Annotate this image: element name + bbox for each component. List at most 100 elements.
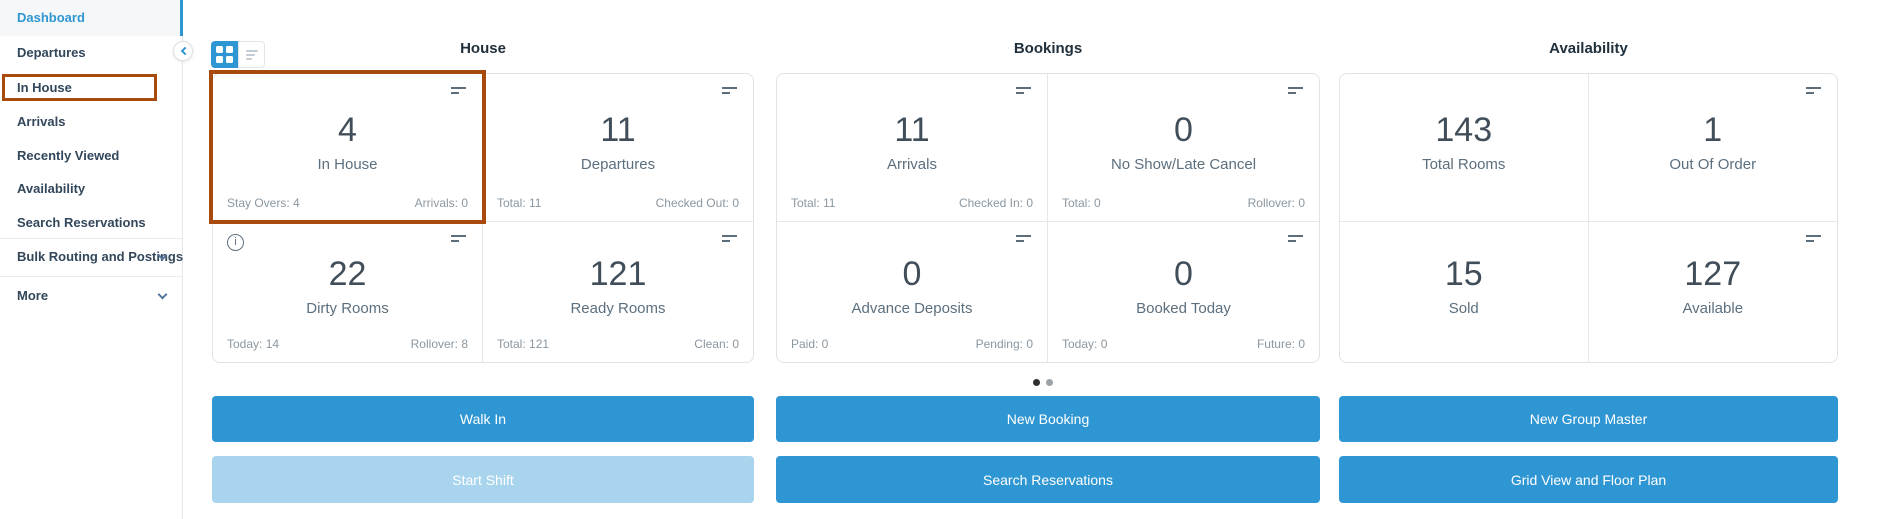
sidebar-item-departures[interactable]: Departures bbox=[17, 45, 86, 60]
stat-label: Total Rooms bbox=[1422, 155, 1506, 173]
stat-footer-right: Arrivals: 0 bbox=[414, 196, 468, 210]
stat-value: 15 bbox=[1444, 254, 1483, 293]
filter-lines-icon[interactable] bbox=[1288, 87, 1303, 95]
section-title-house: House bbox=[460, 40, 506, 57]
stat-cell-departures[interactable]: 11 Departures Total: 11 Checked Out: 0 bbox=[483, 74, 753, 222]
stat-label: Advance Deposits bbox=[851, 299, 973, 317]
stat-label: In House bbox=[317, 155, 378, 173]
stat-cell-advance-deposits[interactable]: 0 Advance Deposits Paid: 0 Pending: 0 bbox=[777, 222, 1048, 362]
bookings-panel: 11 Arrivals Total: 11 Checked In: 0 0 No… bbox=[776, 73, 1320, 363]
grid-view-and-floor-plan-button[interactable]: Grid View and Floor Plan bbox=[1339, 456, 1838, 503]
sidebar-item-search-reservations[interactable]: Search Reservations bbox=[17, 215, 146, 230]
carousel-dots bbox=[1033, 379, 1053, 386]
grid-view-toggle[interactable] bbox=[211, 41, 238, 68]
sidebar-item-arrivals[interactable]: Arrivals bbox=[17, 114, 66, 129]
sidebar-item-more[interactable]: More bbox=[0, 279, 182, 313]
stat-value: 127 bbox=[1684, 254, 1742, 293]
info-icon[interactable]: i bbox=[227, 234, 244, 251]
stat-footer-left: Total: 121 bbox=[497, 337, 550, 351]
stat-label: Sold bbox=[1448, 299, 1479, 317]
stat-label: Ready Rooms bbox=[570, 299, 666, 317]
filter-lines-icon[interactable] bbox=[1016, 235, 1031, 243]
stat-cell-booked-today[interactable]: 0 Booked Today Today: 0 Future: 0 bbox=[1048, 222, 1319, 362]
sidebar-item-bulk-routing-and-postings[interactable]: Bulk Routing and Postings bbox=[0, 240, 184, 274]
new-booking-button[interactable]: New Booking bbox=[776, 396, 1320, 442]
stat-cell-total-rooms[interactable]: 143 Total Rooms bbox=[1340, 74, 1589, 222]
stat-cell-out-of-order[interactable]: 1 Out Of Order bbox=[1588, 74, 1837, 222]
sidebar-item-in-house[interactable]: In House bbox=[17, 80, 72, 95]
stat-label: Booked Today bbox=[1136, 299, 1231, 317]
sidebar-divider bbox=[0, 276, 182, 277]
chevron-left-icon bbox=[180, 46, 189, 56]
section-title-availability: Availability bbox=[1549, 40, 1628, 57]
stat-value: 0 bbox=[1174, 254, 1193, 293]
stat-label: Arrivals bbox=[886, 155, 937, 173]
sidebar-collapse-button[interactable] bbox=[173, 41, 193, 61]
sidebar-item-label: More bbox=[17, 288, 49, 303]
sidebar-item-recently-viewed[interactable]: Recently Viewed bbox=[17, 148, 120, 163]
stat-cell-available[interactable]: 127 Available bbox=[1589, 222, 1838, 362]
stat-footer-left: Paid: 0 bbox=[791, 337, 829, 351]
filter-lines-icon[interactable] bbox=[451, 235, 466, 243]
sidebar-divider bbox=[0, 238, 182, 239]
carousel-dot-active[interactable] bbox=[1033, 379, 1040, 386]
stat-label: Available bbox=[1682, 299, 1744, 317]
carousel-dot[interactable] bbox=[1046, 379, 1053, 386]
stat-cell-dirty-rooms[interactable]: i 22 Dirty Rooms Today: 14 Rollover: 8 bbox=[213, 222, 483, 362]
sidebar: Dashboard Departures In House Arrivals R… bbox=[0, 0, 183, 519]
filter-lines-icon[interactable] bbox=[722, 87, 737, 95]
stat-footer-left: Today: 14 bbox=[227, 337, 280, 351]
list-view-toggle[interactable] bbox=[238, 41, 265, 68]
section-title-bookings: Bookings bbox=[1013, 40, 1083, 57]
sidebar-item-availability[interactable]: Availability bbox=[17, 181, 86, 196]
stat-cell-no-show-late-cancel[interactable]: 0 No Show/Late Cancel Total: 0 Rollover:… bbox=[1048, 74, 1319, 222]
stat-cell-arrivals[interactable]: 11 Arrivals Total: 11 Checked In: 0 bbox=[777, 74, 1048, 222]
stat-footer-right: Checked Out: 0 bbox=[655, 196, 739, 210]
grid-view-icon bbox=[216, 46, 233, 63]
stat-footer-right: Checked In: 0 bbox=[958, 196, 1033, 210]
stat-footer-left: Today: 0 bbox=[1062, 337, 1108, 351]
stat-footer-left: Total: 11 bbox=[497, 196, 542, 210]
stat-footer-right: Rollover: 8 bbox=[410, 337, 468, 351]
chevron-down-icon bbox=[157, 289, 168, 300]
sidebar-item-label: Bulk Routing and Postings bbox=[17, 249, 184, 264]
sidebar-item-dashboard[interactable]: Dashboard bbox=[0, 0, 182, 36]
new-group-master-button[interactable]: New Group Master bbox=[1339, 396, 1838, 442]
stat-footer-right: Pending: 0 bbox=[975, 337, 1033, 351]
stat-footer-right: Future: 0 bbox=[1256, 337, 1305, 351]
stat-value: 0 bbox=[1174, 110, 1193, 149]
stat-footer-right: Clean: 0 bbox=[694, 337, 739, 351]
stat-value: 0 bbox=[902, 254, 922, 293]
stat-value: 4 bbox=[338, 110, 357, 149]
stat-value: 22 bbox=[328, 254, 367, 293]
house-panel: 4 In House Stay Overs: 4 Arrivals: 0 11 … bbox=[209, 70, 754, 363]
walk-in-button[interactable]: Walk In bbox=[212, 396, 754, 442]
list-view-icon bbox=[246, 50, 258, 52]
stat-label: Out Of Order bbox=[1669, 155, 1757, 173]
stat-label: Dirty Rooms bbox=[306, 299, 389, 317]
filter-lines-icon[interactable] bbox=[1288, 235, 1303, 243]
filter-lines-icon[interactable] bbox=[1806, 87, 1821, 95]
stat-cell-sold[interactable]: 15 Sold bbox=[1340, 222, 1589, 362]
filter-lines-icon[interactable] bbox=[722, 235, 737, 243]
stat-footer-right: Rollover: 0 bbox=[1247, 196, 1305, 210]
stat-cell-in-house[interactable]: 4 In House Stay Overs: 4 Arrivals: 0 bbox=[209, 70, 486, 224]
search-reservations-button[interactable]: Search Reservations bbox=[776, 456, 1320, 503]
start-shift-button[interactable]: Start Shift bbox=[212, 456, 754, 503]
stat-value: 11 bbox=[894, 110, 930, 149]
stat-value: 11 bbox=[600, 110, 636, 149]
stat-label: No Show/Late Cancel bbox=[1110, 155, 1257, 173]
stat-footer-left: Total: 11 bbox=[791, 196, 836, 210]
stat-footer-left: Stay Overs: 4 bbox=[227, 196, 300, 210]
stat-label: Departures bbox=[580, 155, 656, 173]
filter-lines-icon[interactable] bbox=[1016, 87, 1031, 95]
stat-cell-ready-rooms[interactable]: 121 Ready Rooms Total: 121 Clean: 0 bbox=[483, 222, 753, 362]
stat-value: 1 bbox=[1703, 110, 1723, 149]
filter-lines-icon[interactable] bbox=[451, 87, 466, 95]
stat-value: 121 bbox=[589, 254, 647, 293]
availability-panel: 143 Total Rooms 1 Out Of Order 15 Sold 1… bbox=[1339, 73, 1838, 363]
stat-value: 143 bbox=[1435, 110, 1493, 149]
active-item-indicator bbox=[180, 0, 183, 36]
stat-footer-left: Total: 0 bbox=[1062, 196, 1101, 210]
filter-lines-icon[interactable] bbox=[1806, 235, 1821, 243]
